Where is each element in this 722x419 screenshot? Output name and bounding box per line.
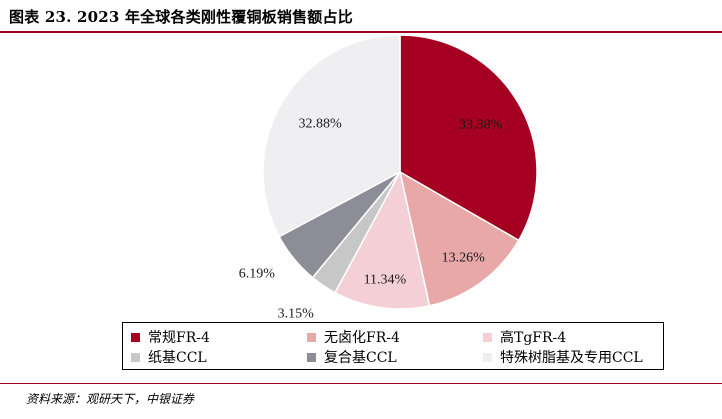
chart-legend: 常规FR-4 无卤化FR-4 高TgFR-4 纸基CCL 复合基CCL 特殊树脂基及专用C…	[122, 322, 664, 370]
source-note: 资料来源：观研天下，中银证券	[26, 392, 195, 406]
legend-item: 纸基CCL	[131, 347, 207, 367]
legend-swatch	[483, 352, 492, 362]
pie-slice	[262, 34, 401, 238]
legend-item: 常规FR-4	[131, 327, 210, 347]
figure-title: 图表 23. 2023 年全球各类刚性覆铜板销售额占比	[9, 8, 353, 26]
pie-data-label: 3.15%	[278, 306, 315, 320]
legend-swatch	[307, 332, 316, 342]
source-divider	[0, 383, 722, 384]
pie-slice	[399, 34, 538, 242]
legend-swatch	[131, 332, 140, 342]
legend-item: 高TgFR-4	[483, 327, 566, 347]
legend-label: 特殊树脂基及专用CCL	[500, 350, 643, 366]
figure-header: 图表 23. 2023 年全球各类刚性覆铜板销售额占比	[0, 0, 722, 34]
pie-data-label: 33.38%	[459, 118, 503, 133]
pie-slice	[398, 170, 520, 307]
legend-item: 无卤化FR-4	[307, 327, 400, 347]
legend-label: 纸基CCL	[148, 350, 207, 366]
title-divider	[0, 31, 722, 33]
legend-swatch	[307, 352, 316, 362]
pie-data-label: 32.88%	[299, 116, 343, 131]
legend-item: 特殊树脂基及专用CCL	[483, 347, 643, 367]
legend-label: 高TgFR-4	[500, 330, 567, 346]
legend-swatch	[131, 352, 140, 362]
legend-label: 无卤化FR-4	[324, 330, 400, 346]
legend-item: 复合基CCL	[307, 347, 397, 367]
legend-swatch	[483, 332, 492, 342]
legend-label: 复合基CCL	[324, 350, 397, 366]
pie-labels: 33.38% 13.26% 11.34% 3.15% 6.19% 32.88%	[239, 116, 503, 320]
legend-label: 常规FR-4	[148, 330, 210, 346]
pie-chart: 33.38% 13.26% 11.34% 3.15% 6.19% 32.88%	[239, 34, 538, 320]
pie-data-label: 6.19%	[239, 267, 276, 282]
pie-slices	[262, 34, 538, 310]
pie-data-label: 13.26%	[442, 250, 486, 265]
pie-data-label: 11.34%	[364, 273, 407, 288]
pie-slice	[334, 169, 431, 310]
